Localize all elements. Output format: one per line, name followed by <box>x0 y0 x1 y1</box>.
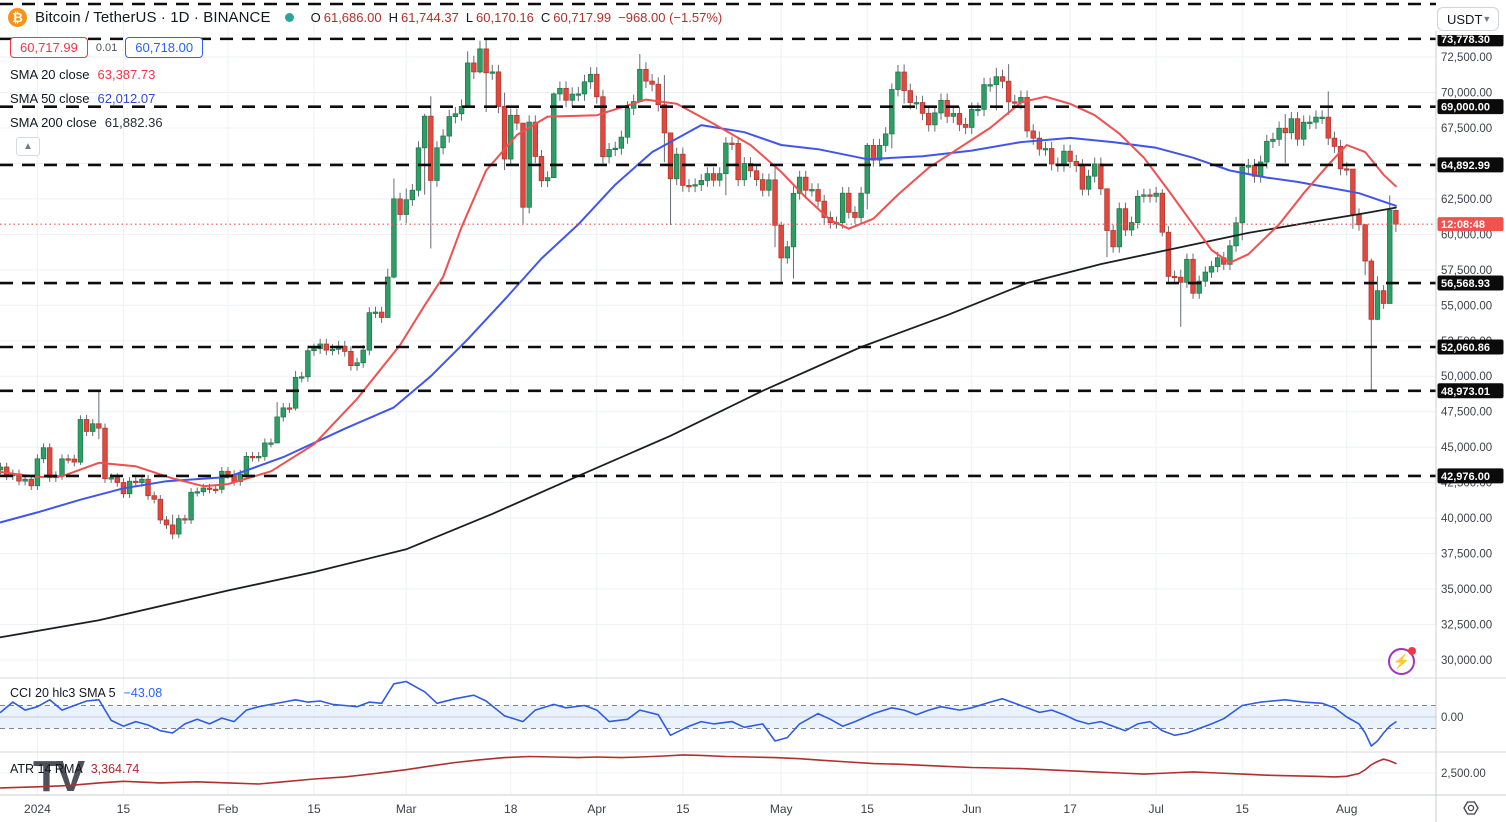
svg-text:Mar: Mar <box>396 802 417 816</box>
svg-text:Feb: Feb <box>218 802 239 816</box>
svg-text:15: 15 <box>1236 802 1250 816</box>
svg-text:32,500.00: 32,500.00 <box>1441 620 1492 632</box>
spread-value: 0.01 <box>95 41 118 54</box>
symbol-title[interactable]: Bitcoin / TetherUS · 1D · BINANCE <box>35 9 271 26</box>
svg-text:15: 15 <box>307 802 321 816</box>
ohlc-readout: O 61,686.00 H 61,744.37 L 60,170.16 C 60… <box>311 10 723 25</box>
svg-text:12:08:48: 12:08:48 <box>1441 219 1485 231</box>
buy-button[interactable]: 60,718.00 <box>125 37 204 58</box>
separators <box>0 31 1506 822</box>
collapse-legend-button[interactable]: ▲ <box>16 137 40 156</box>
svg-text:30,000.00: 30,000.00 <box>1441 655 1492 667</box>
atr-legend-row[interactable]: ATR 14 RMA 3,364.74 <box>10 762 139 776</box>
chevron-up-icon: ▲ <box>23 141 33 152</box>
market-status-icon <box>284 13 294 22</box>
svg-text:35,000.00: 35,000.00 <box>1441 584 1492 596</box>
svg-text:60,000.00: 60,000.00 <box>1441 229 1492 241</box>
symbol-header: ₿ Bitcoin / TetherUS · 1D · BINANCE O 61… <box>8 8 722 27</box>
svg-text:73,778.30: 73,778.30 <box>1441 34 1490 46</box>
svg-text:2,500.00: 2,500.00 <box>1441 768 1486 780</box>
svg-text:May: May <box>770 802 793 816</box>
sma50-label: SMA 50 close <box>10 91 90 106</box>
svg-text:64,892.99: 64,892.99 <box>1441 160 1490 172</box>
svg-text:45,000.00: 45,000.00 <box>1441 442 1492 454</box>
bitcoin-icon: ₿ <box>8 8 27 27</box>
svg-text:69,000.00: 69,000.00 <box>1441 102 1490 114</box>
svg-text:48,973.01: 48,973.01 <box>1441 386 1490 398</box>
currency-label: USDT <box>1447 11 1483 27</box>
svg-text:62,500.00: 62,500.00 <box>1441 194 1492 206</box>
bar-countdown-tag <box>1437 217 1504 232</box>
change-value: −968.00 (−1.57%) <box>618 10 723 25</box>
svg-text:18: 18 <box>504 802 518 816</box>
svg-text:17: 17 <box>1063 802 1077 816</box>
trade-panel: 60,717.99 0.01 60,718.00 <box>10 37 204 58</box>
svg-text:37,500.00: 37,500.00 <box>1441 549 1492 561</box>
notification-dot <box>1408 647 1416 655</box>
low-label: L <box>465 10 474 25</box>
svg-text:Jul: Jul <box>1148 802 1163 816</box>
lightning-icon: ⚡ <box>1392 653 1411 669</box>
svg-text:57,500.00: 57,500.00 <box>1441 265 1492 277</box>
settings-icon <box>1463 801 1479 815</box>
svg-text:15: 15 <box>676 802 690 816</box>
svg-text:52,060.86: 52,060.86 <box>1441 342 1490 354</box>
svg-text:Aug: Aug <box>1336 802 1357 816</box>
close-value: 60,717.99 <box>553 10 612 25</box>
level-lines <box>0 2 1436 478</box>
svg-text:50,000.00: 50,000.00 <box>1441 371 1492 383</box>
cci-legend-row[interactable]: CCI 20 hlc3 SMA 5 −43.08 <box>10 686 162 700</box>
svg-text:Jun: Jun <box>962 802 981 816</box>
open-label: O <box>310 10 321 25</box>
currency-selector[interactable]: USDT ▼ <box>1437 7 1499 31</box>
svg-text:Apr: Apr <box>587 802 606 816</box>
svg-text:15: 15 <box>117 802 131 816</box>
high-value: 61,744.37 <box>400 10 459 25</box>
sma50-value: 62,012.07 <box>97 91 156 106</box>
sma20-value: 63,387.73 <box>97 67 156 82</box>
sell-button[interactable]: 60,717.99 <box>10 37 88 58</box>
price-level-tags: 73,778.30 69,000.00 64,892.99 56,568.93 52,0… <box>1437 34 1504 484</box>
svg-text:42,976.00: 42,976.00 <box>1441 471 1490 483</box>
svg-text:70,000.00: 70,000.00 <box>1441 87 1492 99</box>
atr-value: 3,364.74 <box>90 762 140 776</box>
low-value: 60,170.16 <box>476 10 534 25</box>
sma200-label: SMA 200 close <box>10 115 97 130</box>
svg-text:15: 15 <box>861 802 875 816</box>
svg-text:0.00: 0.00 <box>1441 712 1463 724</box>
cci-label: CCI 20 hlc3 SMA 5 <box>10 686 116 700</box>
open-value: 61,686.00 <box>323 10 382 25</box>
svg-text:55,000.00: 55,000.00 <box>1441 300 1492 312</box>
scale-settings-button[interactable] <box>1463 801 1479 815</box>
time-scale[interactable]: 2024 15 Feb 15 Mar 18 Apr 15 May 15 Jun 17 Jul 15 Aug <box>24 802 1357 816</box>
sma20-label: SMA 20 close <box>10 67 90 82</box>
svg-text:72,500.00: 72,500.00 <box>1441 52 1492 64</box>
cci-line <box>0 680 1397 747</box>
svg-text:2024: 2024 <box>24 802 51 816</box>
sma200-value: 61,882.36 <box>104 115 163 130</box>
atr-label: ATR 14 RMA <box>10 762 83 776</box>
svg-text:56,568.93: 56,568.93 <box>1441 278 1490 290</box>
svg-text:67,500.00: 67,500.00 <box>1441 123 1492 135</box>
svg-text:40,000.00: 40,000.00 <box>1441 513 1492 525</box>
sma20-line <box>0 95 1397 488</box>
cci-value: −43.08 <box>123 686 163 700</box>
atr-line <box>0 754 1397 789</box>
legend-row-sma20[interactable]: SMA 20 close 63,387.73 <box>10 67 155 82</box>
high-label: H <box>388 10 398 25</box>
svg-text:47,500.00: 47,500.00 <box>1441 407 1492 419</box>
chevron-down-icon: ▼ <box>1482 14 1492 24</box>
sma200-line <box>0 206 1397 639</box>
cci-pane <box>0 705 1436 729</box>
close-label: C <box>540 10 551 25</box>
tradingview-logo: TV <box>33 752 86 801</box>
lightning-button[interactable]: ⚡ <box>1388 647 1416 675</box>
legend-row-sma50[interactable]: SMA 50 close 62,012.07 <box>10 91 155 106</box>
legend-row-sma200[interactable]: SMA 200 close 61,882.36 <box>10 115 163 130</box>
